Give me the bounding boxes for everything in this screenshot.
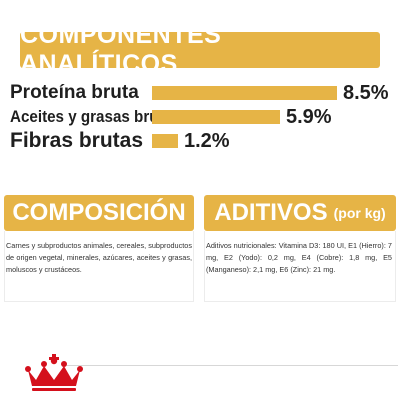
analytical-components-banner: COMPONENTES ANALÍTICOS xyxy=(20,21,380,78)
analysis-row-protein: Proteína bruta xyxy=(10,82,139,104)
additives-header: ADITIVOS (por kg) xyxy=(204,195,396,231)
analytical-components-title: COMPONENTES ANALÍTICOS xyxy=(20,21,222,78)
fats-label: Aceites y grasas brutos xyxy=(10,107,182,126)
fats-bar xyxy=(152,110,280,124)
composition-panel xyxy=(4,231,194,302)
analysis-row-fiber: Fibras brutas xyxy=(10,129,144,152)
additives-title: ADITIVOS xyxy=(214,199,328,226)
fiber-bar xyxy=(152,134,178,148)
additives-text: Aditivos nutricionales: Vitamina D3: 180… xyxy=(206,241,392,274)
fiber-label: Fibras brutas xyxy=(10,129,144,152)
composition-text: Carnes y subproductos animales, cereales… xyxy=(6,241,192,274)
footer-divider xyxy=(62,365,398,366)
additives-subtitle: (por kg) xyxy=(333,205,386,221)
fiber-value: 1.2% xyxy=(184,130,230,152)
additives-panel xyxy=(204,231,396,302)
composition-header: COMPOSICIÓN xyxy=(4,195,194,231)
protein-bar xyxy=(152,86,337,100)
composition-title: COMPOSICIÓN xyxy=(12,199,186,226)
protein-label: Proteína bruta xyxy=(10,82,139,103)
protein-value: 8.5% xyxy=(343,82,389,104)
analysis-row-fats: Aceites y grasas brutos xyxy=(10,106,196,128)
crown-icon xyxy=(25,354,83,391)
fats-value: 5.9% xyxy=(286,106,332,128)
